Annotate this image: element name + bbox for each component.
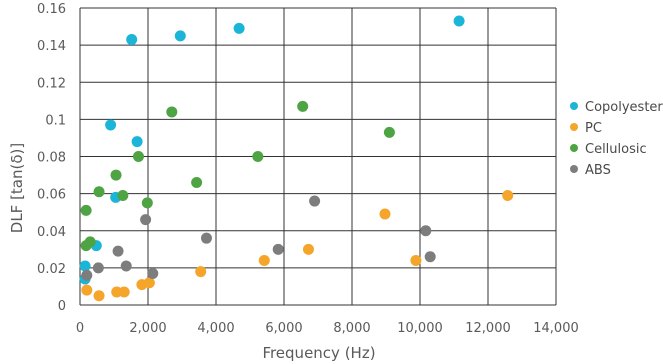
x-tick-label: 12,000 [465,321,511,336]
pc-point [502,189,514,201]
legend-marker-cellulosic [570,144,578,152]
abs-point [272,243,284,255]
copolyester-point [174,30,186,42]
abs-point [92,262,104,274]
legend-label-cellulosic: Cellulosic [585,142,647,157]
x-tick-label: 2,000 [129,321,166,336]
x-axis-title: Frequency (Hz) [262,344,375,362]
copolyester-point [453,15,465,27]
pc-point [302,243,314,255]
cellulosic-point [191,176,203,188]
grid [79,7,557,306]
y-axis-title: DLF [tan(δ)] [8,143,26,233]
copolyester-point [131,136,143,148]
cellulosic-point [141,197,153,209]
pc-point [410,254,422,266]
legend-marker-copolyester [570,102,578,110]
y-tick-label: 0 [58,299,66,314]
copolyester-point [105,119,117,131]
abs-point [112,245,124,257]
pc-point [93,290,105,302]
pc-point [143,277,155,289]
y-axis-ticks: 0 0.02 0.04 0.06 0.08 0.1 0.12 0.14 0.16 [37,2,66,314]
pc-point [379,208,391,220]
cellulosic-point [84,236,96,248]
abs-point [147,267,159,279]
pc-point [118,286,130,298]
legend-label-abs: ABS [585,163,611,178]
abs-point [424,251,436,263]
x-tick-label: 6,000 [265,321,302,336]
abs-point [140,214,152,226]
y-tick-label: 0.06 [37,188,66,203]
cellulosic-point [132,151,144,162]
abs-point [420,225,432,237]
data-points [79,15,514,302]
legend-label-copolyester: Copolyester [585,100,663,115]
copolyester-point [233,22,245,34]
x-tick-label: 4,000 [197,321,234,336]
pc-point [195,266,207,278]
cellulosic-point [166,106,178,118]
cellulosic-point [80,204,92,216]
y-tick-label: 0.14 [37,39,66,54]
pc-point [81,284,93,296]
cellulosic-point [383,126,395,138]
x-tick-label: 10,000 [397,321,443,336]
y-tick-label: 0.08 [37,151,66,166]
legend-marker-pc [570,123,578,131]
pc-point [258,254,270,266]
y-tick-label: 0.16 [37,2,66,17]
x-tick-label: 8,000 [333,321,370,336]
cellulosic-point [297,100,309,112]
copolyester-point [126,34,138,46]
legend: Copolyester PC Cellulosic ABS [570,100,663,178]
y-tick-label: 0.12 [37,76,66,91]
legend-marker-abs [570,165,578,173]
x-axis-ticks: 0 2,000 4,000 6,000 8,000 10,000 12,000 14,000 [76,321,579,336]
copolyester-point [79,260,91,272]
y-tick-label: 0.1 [45,113,66,128]
cellulosic-point [252,151,264,162]
abs-point [81,269,93,281]
legend-label-pc: PC [585,121,602,136]
x-tick-label: 0 [76,321,84,336]
abs-point [200,232,212,244]
abs-point [309,195,321,207]
abs-point [120,260,132,272]
cellulosic-point [93,186,105,198]
cellulosic-point [110,169,122,181]
x-tick-label: 14,000 [533,321,579,336]
cellulosic-point [117,189,129,201]
y-tick-label: 0.04 [37,225,66,240]
y-tick-label: 0.02 [37,262,66,277]
